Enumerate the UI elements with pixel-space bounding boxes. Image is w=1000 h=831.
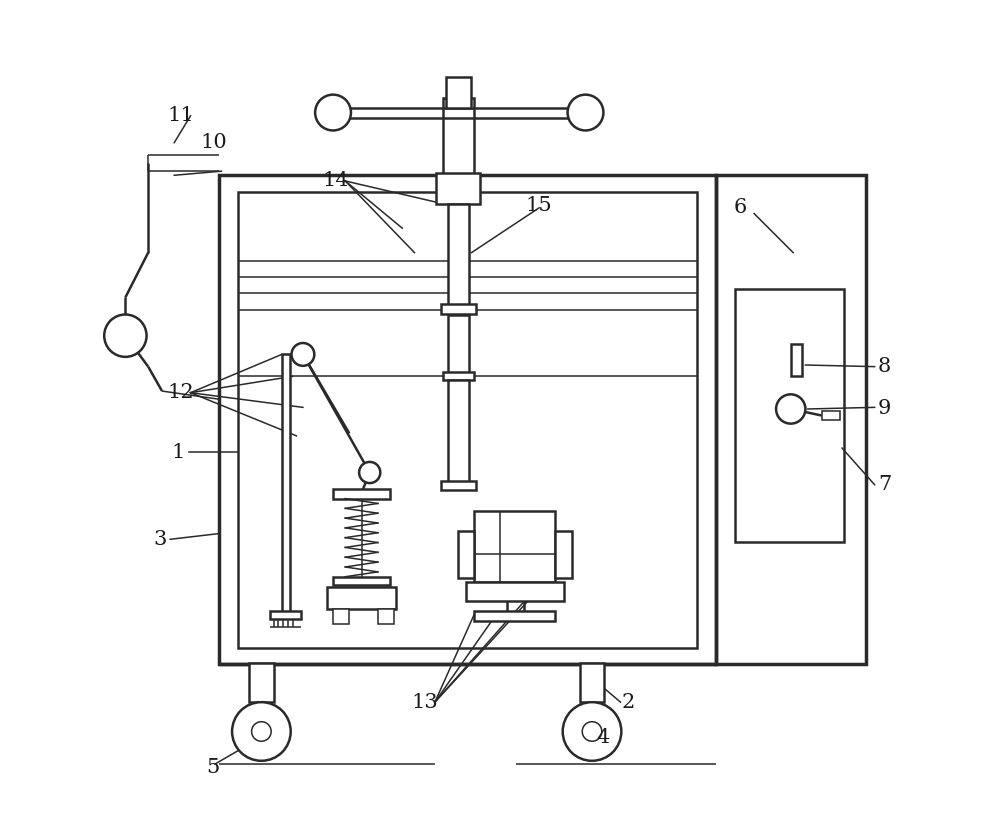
- Bar: [333, 577, 390, 585]
- Bar: [282, 355, 290, 615]
- Text: 10: 10: [200, 133, 227, 152]
- Bar: [791, 344, 802, 376]
- Bar: [474, 611, 555, 621]
- Bar: [822, 411, 840, 420]
- Text: 11: 11: [167, 106, 194, 125]
- Bar: [333, 489, 390, 499]
- Bar: [448, 204, 469, 310]
- Text: 13: 13: [412, 693, 438, 711]
- Circle shape: [359, 462, 380, 483]
- Bar: [443, 372, 474, 381]
- Text: 12: 12: [167, 383, 194, 402]
- Bar: [458, 531, 474, 578]
- Bar: [327, 587, 396, 609]
- Text: 4: 4: [597, 728, 610, 747]
- Bar: [270, 611, 301, 619]
- Circle shape: [104, 314, 147, 356]
- Circle shape: [582, 721, 602, 741]
- Bar: [446, 76, 471, 108]
- Bar: [333, 609, 349, 624]
- Text: 6: 6: [734, 199, 747, 218]
- Circle shape: [292, 343, 314, 366]
- Bar: [443, 98, 474, 175]
- Bar: [238, 192, 697, 647]
- Circle shape: [315, 95, 351, 130]
- Text: 1: 1: [172, 443, 185, 462]
- Bar: [219, 175, 716, 664]
- Bar: [466, 583, 564, 601]
- Bar: [249, 663, 274, 702]
- Circle shape: [563, 702, 621, 761]
- Bar: [474, 511, 555, 583]
- Text: 15: 15: [526, 196, 552, 215]
- Bar: [555, 531, 572, 578]
- Circle shape: [568, 95, 603, 130]
- Text: 8: 8: [878, 357, 891, 376]
- Bar: [441, 480, 476, 490]
- Bar: [378, 609, 394, 624]
- Bar: [580, 663, 604, 702]
- Circle shape: [776, 395, 805, 424]
- Text: 9: 9: [878, 400, 891, 419]
- Bar: [448, 315, 469, 376]
- Bar: [448, 381, 469, 484]
- Text: 2: 2: [622, 693, 635, 711]
- Text: 3: 3: [153, 530, 166, 548]
- Bar: [735, 289, 844, 542]
- Bar: [716, 175, 866, 664]
- Circle shape: [252, 721, 271, 741]
- Text: 5: 5: [207, 758, 220, 777]
- Circle shape: [232, 702, 291, 761]
- Text: 14: 14: [322, 171, 349, 190]
- Bar: [441, 304, 476, 313]
- Text: 7: 7: [878, 475, 891, 494]
- Bar: [436, 173, 480, 204]
